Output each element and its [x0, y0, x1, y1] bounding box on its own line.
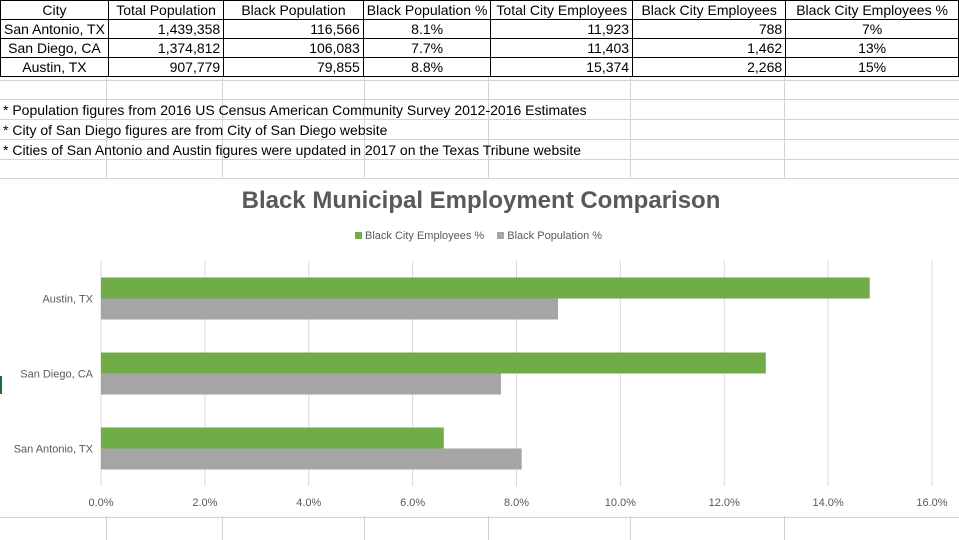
x-tick-label: 0.0%	[88, 497, 113, 509]
legend-label-population: Black Population %	[507, 230, 603, 242]
x-tick-label: 12.0%	[709, 497, 740, 509]
table-cell[interactable]: 13%	[785, 38, 959, 58]
table-cell[interactable]: San Diego, CA	[0, 38, 109, 58]
row-selection-marker	[0, 376, 2, 394]
x-tick-label: 10.0%	[605, 497, 636, 509]
chart-area[interactable]: Black Municipal Employment Comparison Bl…	[3, 179, 959, 516]
table-cell[interactable]: 907,779	[107, 57, 225, 77]
table-cell[interactable]: 1,374,812	[107, 38, 225, 58]
bar-population	[101, 448, 522, 470]
bar-employees	[101, 277, 870, 299]
note-san-diego-source[interactable]: * City of San Diego figures are from Cit…	[3, 122, 388, 138]
bar-employees	[101, 352, 766, 374]
chart-title: Black Municipal Employment Comparison	[241, 187, 721, 214]
bar-employees	[101, 427, 444, 449]
x-tick-label: 8.0%	[504, 497, 529, 509]
note-population-source[interactable]: * Population figures from 2016 US Census…	[3, 102, 587, 118]
table-cell[interactable]: 8.8%	[362, 57, 492, 77]
header-cell[interactable]: Black City Employees	[632, 0, 787, 20]
table-cell[interactable]: 11,403	[490, 38, 634, 58]
header-cell[interactable]: Total City Employees	[490, 0, 634, 20]
table-row: San Antonio, TX 1,439,358 116,566 8.1% 1…	[0, 19, 959, 39]
table-cell[interactable]: 11,923	[490, 19, 634, 39]
header-cell[interactable]: Black Population	[223, 0, 364, 20]
table-cell[interactable]: 15,374	[490, 57, 634, 77]
bar-population	[101, 298, 559, 320]
table-cell[interactable]: 788	[632, 19, 787, 39]
legend-swatch-population	[497, 231, 505, 239]
legend-item-population: Black Population %	[497, 230, 602, 242]
table-cell[interactable]: 1,462	[632, 38, 787, 58]
table-cell[interactable]: Austin, TX	[0, 57, 109, 77]
chart-legend: Black City Employees % Black Population …	[355, 230, 612, 242]
header-cell[interactable]: Black City Employees %	[785, 0, 959, 20]
table-cell[interactable]: 2,268	[632, 57, 787, 77]
header-cell[interactable]: Total Population	[107, 0, 225, 20]
table-cell[interactable]: San Antonio, TX	[0, 19, 109, 39]
x-tick-label: 6.0%	[400, 497, 425, 509]
bar-plot: 0.0% 2.0% 4.0% 6.0% 8.0% 10.0% 12.0% 14.0% 16.0%…	[14, 261, 948, 509]
header-cell[interactable]: Black Population %	[362, 0, 492, 20]
table-cell[interactable]: 8.1%	[362, 19, 492, 39]
legend-item-employees: Black City Employees %	[355, 230, 484, 242]
table-cell[interactable]: 116,566	[223, 19, 364, 39]
category-label: San Antonio, TX	[14, 444, 94, 456]
table-cell[interactable]: 106,083	[223, 38, 364, 58]
table-cell[interactable]: 1,439,358	[107, 19, 225, 39]
table-header-row: City Total Population Black Population B…	[0, 0, 959, 20]
bar-population	[101, 373, 501, 395]
table-row: Austin, TX 907,779 79,855 8.8% 15,374 2,…	[0, 57, 959, 77]
table-cell[interactable]: 7.7%	[362, 38, 492, 58]
x-tick-label: 14.0%	[813, 497, 844, 509]
header-cell[interactable]: City	[0, 0, 109, 20]
legend-swatch-employees	[355, 231, 362, 239]
x-tick-label: 4.0%	[296, 497, 321, 509]
table-cell[interactable]: 15%	[785, 57, 959, 77]
table-cell[interactable]: 7%	[785, 19, 959, 39]
note-texas-tribune-source[interactable]: * Cities of San Antonio and Austin figur…	[3, 142, 582, 158]
category-label: San Diego, CA	[20, 369, 93, 381]
category-label: Austin, TX	[42, 294, 93, 306]
x-tick-label: 16.0%	[916, 497, 947, 509]
data-table: City Total Population Black Population B…	[0, 0, 959, 77]
legend-label-employees: Black City Employees %	[365, 230, 485, 242]
table-cell[interactable]: 79,855	[223, 57, 364, 77]
x-tick-label: 2.0%	[192, 497, 217, 509]
table-row: San Diego, CA 1,374,812 106,083 7.7% 11,…	[0, 38, 959, 58]
